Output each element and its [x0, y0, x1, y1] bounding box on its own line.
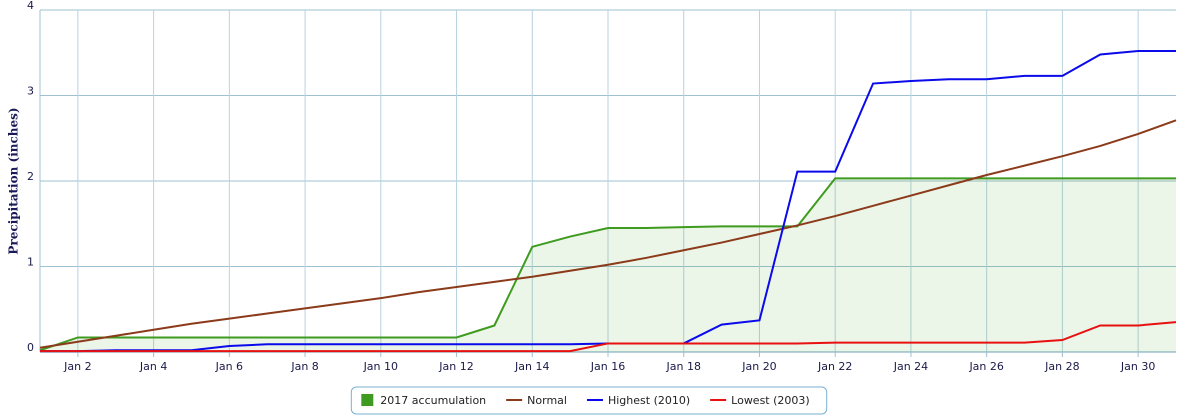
x-tick-label: Jan 12 [438, 360, 473, 373]
legend-label: 2017 accumulation [380, 394, 486, 407]
x-tick-label: Jan 6 [215, 360, 243, 373]
x-tick-label: Jan 24 [893, 360, 928, 373]
y-tick-label: 4 [27, 0, 34, 12]
x-tick-label: Jan 4 [139, 360, 167, 373]
x-tick-label: Jan 8 [290, 360, 318, 373]
x-tick-label: Jan 10 [363, 360, 398, 373]
y-tick-label: 1 [27, 256, 34, 269]
legend-label: Normal [527, 394, 567, 407]
y-tick-label: 2 [27, 170, 34, 183]
x-tick-label: Jan 2 [63, 360, 91, 373]
x-tick-label: Jan 28 [1044, 360, 1079, 373]
legend-swatch [361, 394, 374, 406]
x-tick-label: Jan 22 [817, 360, 852, 373]
legend-label: Highest (2010) [608, 394, 690, 407]
y-axis-label: Precipitation (inches) [7, 107, 21, 254]
series-line [39, 119, 1177, 349]
x-tick-label: Jan 26 [968, 360, 1003, 373]
series-line [39, 177, 1176, 352]
x-tick-label: Jan 20 [741, 360, 776, 373]
legend: 2017 accumulation Normal Highest (2010) Low… [350, 386, 828, 415]
series-line [40, 321, 1177, 353]
y-tick-label: 0 [27, 341, 34, 354]
x-tick-label: Jan 14 [514, 360, 549, 373]
y-tick-label: 3 [27, 85, 34, 98]
legend-label: Lowest (2003) [731, 394, 810, 407]
x-tick-label: Jan 16 [590, 360, 625, 373]
x-tick-label: Jan 18 [666, 360, 701, 373]
x-tick-label: Jan 30 [1120, 360, 1155, 373]
